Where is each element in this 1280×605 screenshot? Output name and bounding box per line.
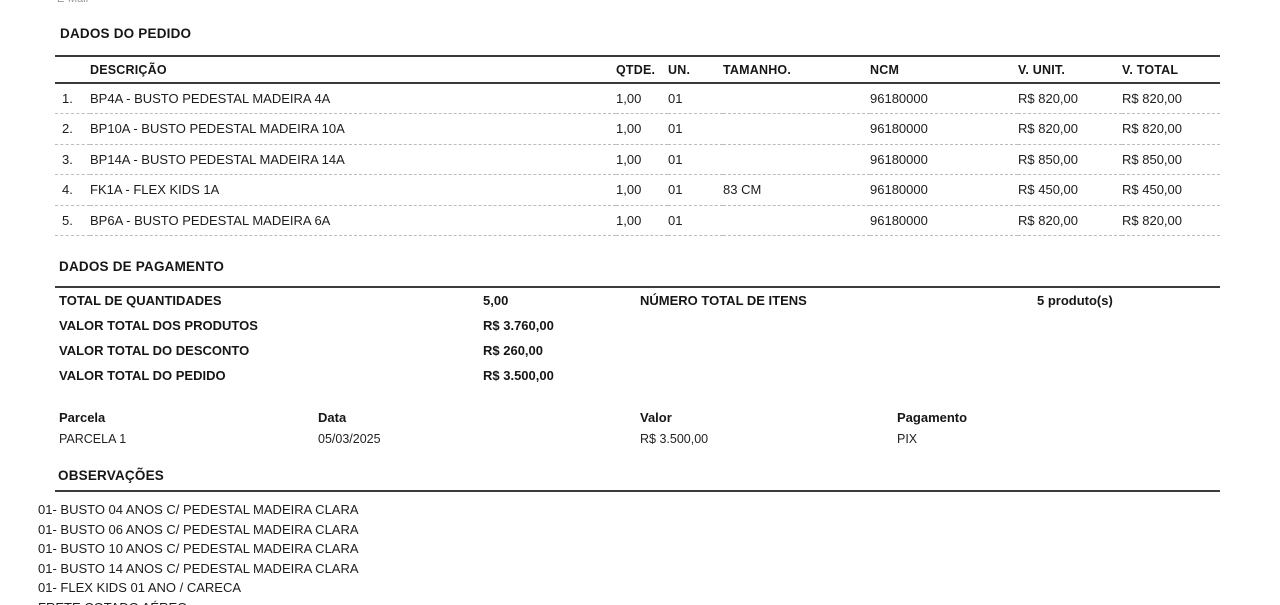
observation-line: FRETE COTADO AÉREO <box>38 598 1218 605</box>
total-items-value: 5 produto(s) <box>1037 293 1113 308</box>
item-size <box>723 113 870 145</box>
item-unit: 01 <box>668 144 723 175</box>
installments-block: Parcela Data Valor Pagamento PARCELA 1 0… <box>55 408 1220 452</box>
item-quantity: 1,00 <box>616 205 668 236</box>
observation-line: 01- BUSTO 04 ANOS C/ PEDESTAL MADEIRA CL… <box>38 502 359 517</box>
item-quantity: 1,00 <box>616 83 668 114</box>
products-total-value: R$ 3.760,00 <box>483 318 554 333</box>
payment-summary: TOTAL DE QUANTIDADES 5,00 NÚMERO TOTAL D… <box>55 289 1220 389</box>
observation-line: 01- BUSTO 06 ANOS C/ PEDESTAL MADEIRA CL… <box>38 521 359 537</box>
item-ncm: 96180000 <box>870 83 1018 114</box>
discount-total-value: R$ 260,00 <box>483 343 543 358</box>
item-ncm: 96180000 <box>870 174 1018 206</box>
item-description: BP6A - BUSTO PEDESTAL MADEIRA 6A <box>90 205 616 236</box>
installment-date: 05/03/2025 <box>318 432 381 446</box>
payment-section-rule <box>55 286 1220 288</box>
table-row: 1. BP4A - BUSTO PEDESTAL MADEIRA 4A 1,00… <box>55 83 1220 114</box>
item-size <box>723 205 870 236</box>
method-header: Pagamento <box>897 410 968 425</box>
observations-section-title: OBSERVAÇÕES <box>58 468 164 483</box>
table-row: 5. BP6A - BUSTO PEDESTAL MADEIRA 6A 1,00… <box>55 205 1220 236</box>
summary-row-discount-total: VALOR TOTAL DO DESCONTO R$ 260,00 <box>55 339 1220 364</box>
items-header-row: DESCRIÇÃO QTDE. UN. TAMANHO. NCM V. UNIT… <box>55 56 1220 84</box>
installment-name: PARCELA 1 <box>59 432 127 446</box>
value-header: Valor <box>640 410 672 425</box>
item-ncm: 96180000 <box>870 144 1018 175</box>
item-description: BP14A - BUSTO PEDESTAL MADEIRA 14A <box>90 144 616 175</box>
item-total-price: R$ 850,00 <box>1122 144 1220 175</box>
products-total-label: VALOR TOTAL DOS PRODUTOS <box>59 318 258 333</box>
item-total-price: R$ 450,00 <box>1122 174 1220 206</box>
item-unit-price: R$ 850,00 <box>1018 144 1122 175</box>
item-number: 3. <box>55 144 90 175</box>
item-quantity: 1,00 <box>616 144 668 175</box>
observations-section-rule <box>55 490 1220 492</box>
installment-header: Parcela <box>59 410 106 425</box>
total-quantities-value: 5,00 <box>483 293 509 308</box>
item-number: 2. <box>55 113 90 145</box>
item-number: 5. <box>55 205 90 236</box>
installment-row: PARCELA 1 05/03/2025 R$ 3.500,00 PIX <box>55 430 1220 452</box>
installment-value: R$ 3.500,00 <box>640 432 709 446</box>
item-number: 4. <box>55 174 90 206</box>
header-ncm: NCM <box>870 56 1018 84</box>
item-unit: 01 <box>668 83 723 114</box>
item-unit-price: R$ 820,00 <box>1018 205 1122 236</box>
item-ncm: 96180000 <box>870 113 1018 145</box>
total-items-label: NÚMERO TOTAL DE ITENS <box>640 293 807 308</box>
email-partial-text: E-Mail <box>57 0 88 5</box>
table-row: 3. BP14A - BUSTO PEDESTAL MADEIRA 14A 1,… <box>55 144 1220 175</box>
item-total-price: R$ 820,00 <box>1122 205 1220 236</box>
order-items-table: DESCRIÇÃO QTDE. UN. TAMANHO. NCM V. UNIT… <box>55 55 1220 236</box>
payment-section-title: DADOS DE PAGAMENTO <box>59 259 225 274</box>
order-section-title: DADOS DO PEDIDO <box>60 26 192 41</box>
header-size: TAMANHO. <box>723 56 870 84</box>
table-row: 2. BP10A - BUSTO PEDESTAL MADEIRA 10A 1,… <box>55 113 1220 145</box>
item-description: BP4A - BUSTO PEDESTAL MADEIRA 4A <box>90 83 616 114</box>
summary-row-quantities: TOTAL DE QUANTIDADES 5,00 NÚMERO TOTAL D… <box>55 289 1220 314</box>
item-size <box>723 144 870 175</box>
observation-line: 01- BUSTO 14 ANOS C/ PEDESTAL MADEIRA CL… <box>38 560 359 576</box>
item-description: BP10A - BUSTO PEDESTAL MADEIRA 10A <box>90 113 616 145</box>
table-row: 4. FK1A - FLEX KIDS 1A 1,00 01 83 CM 961… <box>55 174 1220 206</box>
item-quantity: 1,00 <box>616 174 668 206</box>
date-header: Data <box>318 410 347 425</box>
order-total-label: VALOR TOTAL DO PEDIDO <box>59 368 226 383</box>
item-description: FK1A - FLEX KIDS 1A <box>90 174 616 206</box>
header-quantity: QTDE. <box>616 56 668 84</box>
installments-header-row: Parcela Data Valor Pagamento <box>55 408 1220 430</box>
item-total-price: R$ 820,00 <box>1122 83 1220 114</box>
item-ncm: 96180000 <box>870 205 1018 236</box>
item-unit-price: R$ 820,00 <box>1018 83 1122 114</box>
installment-method: PIX <box>897 432 918 446</box>
item-unit: 01 <box>668 113 723 145</box>
summary-row-order-total: VALOR TOTAL DO PEDIDO R$ 3.500,00 <box>55 364 1220 389</box>
discount-total-label: VALOR TOTAL DO DESCONTO <box>59 343 250 358</box>
header-num <box>55 56 90 84</box>
observations-list: 01- BUSTO 04 ANOS C/ PEDESTAL MADEIRA CL… <box>38 500 1218 605</box>
item-unit-price: R$ 450,00 <box>1018 174 1122 206</box>
item-total-price: R$ 820,00 <box>1122 113 1220 145</box>
item-quantity: 1,00 <box>616 113 668 145</box>
header-unit: UN. <box>668 56 723 84</box>
item-size <box>723 83 870 114</box>
observation-line: 01- FLEX KIDS 01 ANO / CARECA <box>38 580 242 596</box>
summary-row-products-total: VALOR TOTAL DOS PRODUTOS R$ 3.760,00 <box>55 314 1220 339</box>
observation-line: 01- BUSTO 10 ANOS C/ PEDESTAL MADEIRA CL… <box>38 541 359 557</box>
item-size: 83 CM <box>723 174 870 206</box>
item-unit: 01 <box>668 205 723 236</box>
header-description: DESCRIÇÃO <box>90 56 616 84</box>
header-unit-price: V. UNIT. <box>1018 56 1122 84</box>
item-unit: 01 <box>668 174 723 206</box>
item-unit-price: R$ 820,00 <box>1018 113 1122 145</box>
total-quantities-label: TOTAL DE QUANTIDADES <box>59 293 222 308</box>
item-number: 1. <box>55 83 90 114</box>
header-total-price: V. TOTAL <box>1122 56 1220 84</box>
order-total-value: R$ 3.500,00 <box>483 368 554 383</box>
